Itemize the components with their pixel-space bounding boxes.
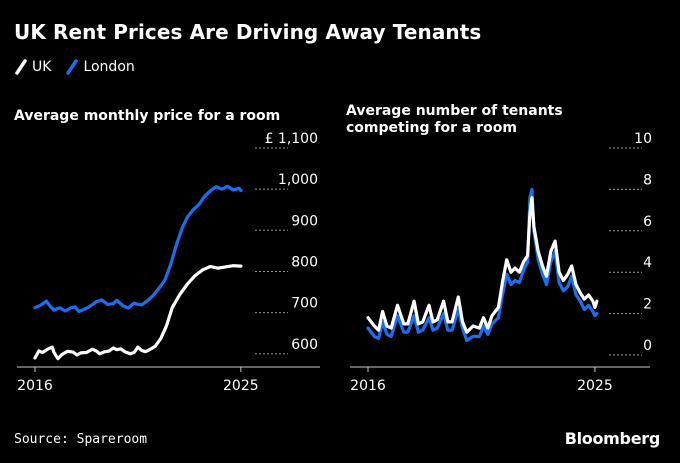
chart-title: UK Rent Prices Are Driving Away Tenants xyxy=(14,20,482,44)
y-tick-label: 6 xyxy=(643,214,652,230)
y-tick-label: £ 1,100 xyxy=(265,131,318,147)
y-tick-label: 4 xyxy=(643,255,652,271)
series-line-london xyxy=(33,184,243,313)
legend-swatch-london-icon xyxy=(66,59,79,75)
y-tick-label: 2 xyxy=(643,297,652,313)
series-line-london xyxy=(366,187,599,343)
legend-label-london: London xyxy=(83,59,135,75)
bloomberg-logo: Bloomberg xyxy=(564,429,661,448)
legend: UK London xyxy=(14,58,149,76)
y-tick-label: 900 xyxy=(291,213,318,229)
series-line-uk xyxy=(33,264,243,361)
x-tick-label: 2016 xyxy=(17,378,53,394)
y-tick-label: 1,000 xyxy=(278,172,318,188)
left-chart-subtitle: Average monthly price for a room xyxy=(14,108,281,124)
x-tick-label: 2016 xyxy=(350,378,386,394)
legend-item-london: London xyxy=(65,58,135,76)
legend-label-uk: UK xyxy=(32,59,52,75)
right-chart-subtitle: Average number of tenants competing for … xyxy=(346,103,563,136)
y-tick-label: 600 xyxy=(291,337,318,353)
y-tick-label: 800 xyxy=(291,254,318,270)
legend-swatch-uk-icon xyxy=(15,59,27,75)
y-tick-label: 700 xyxy=(291,296,318,312)
y-tick-label: 10 xyxy=(634,131,652,147)
x-tick-label: 2025 xyxy=(223,378,259,394)
y-tick-label: 8 xyxy=(643,172,652,188)
y-tick-label: 0 xyxy=(643,338,652,354)
legend-item-uk: UK xyxy=(14,58,51,76)
series-line-uk xyxy=(366,196,599,334)
x-tick-label: 2025 xyxy=(577,378,613,394)
source-note: Source: Spareroom xyxy=(14,432,148,447)
